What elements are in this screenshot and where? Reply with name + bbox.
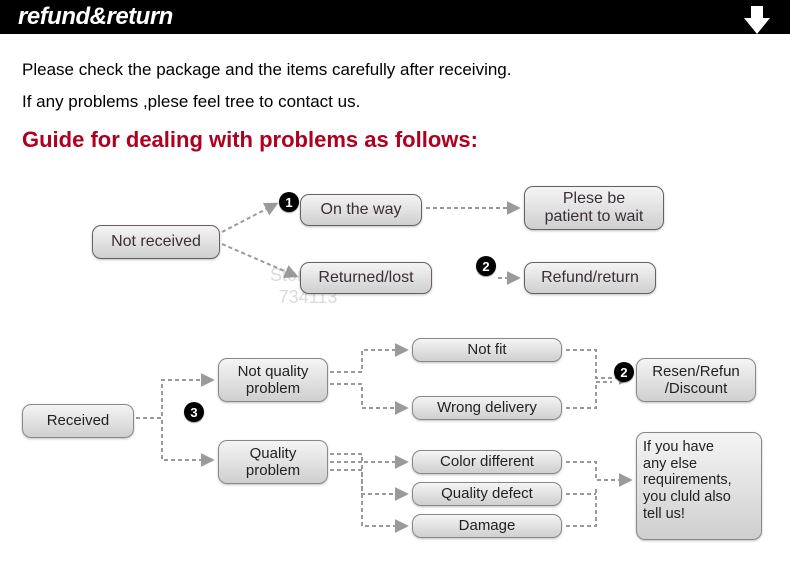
step-badge-2b: 2 (614, 362, 634, 382)
node-else-info: If you haveany elserequirements,you clul… (636, 432, 762, 540)
intro-line: Please check the package and the items c… (22, 54, 770, 86)
intro-line: If any problems ,plese feel tree to cont… (22, 86, 770, 118)
node-not-received: Not received (92, 225, 220, 259)
intro-text: Please check the package and the items c… (0, 34, 790, 125)
node-wrong-delivery: Wrong delivery (412, 396, 562, 420)
node-quality: Qualityproblem (218, 440, 328, 484)
header-title: refund&return (0, 3, 173, 31)
node-on-the-way: On the way (300, 194, 422, 226)
node-received: Received (22, 404, 134, 438)
step-badge-2a: 2 (476, 256, 496, 276)
step-badge-1: 1 (279, 192, 299, 212)
header-bar: refund&return (0, 0, 790, 34)
step-badge-3: 3 (184, 402, 204, 422)
node-resend: Resen/Refun/Discount (636, 358, 756, 402)
node-refund-return: Refund/return (524, 262, 656, 294)
guide-title: Guide for dealing with problems as follo… (0, 125, 790, 153)
node-quality-defect: Quality defect (412, 482, 562, 506)
node-please-wait: Plese bepatient to wait (524, 186, 664, 230)
node-not-quality: Not qualityproblem (218, 358, 328, 402)
node-not-fit: Not fit (412, 338, 562, 362)
node-color-diff: Color different (412, 450, 562, 474)
node-damage: Damage (412, 514, 562, 538)
node-returned-lost: Returned/lost (300, 262, 432, 294)
down-arrow-icon (740, 6, 774, 36)
